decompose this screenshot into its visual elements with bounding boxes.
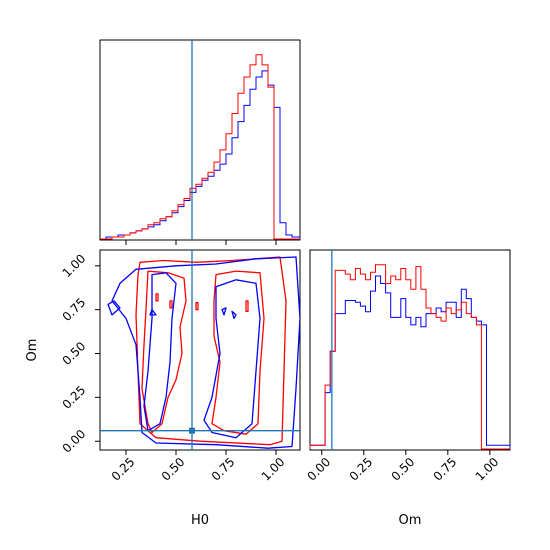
contour-y-tick-label: 0.75 <box>60 295 89 324</box>
contour-blue <box>111 256 300 449</box>
om-histogram-x-tick-label: 0.50 <box>389 455 418 484</box>
om-histogram-marks <box>309 250 511 450</box>
h0-om-contour-panel: 0.25 0.50 0.75 1.000.000.250.500.751.00 H0 … <box>25 249 301 528</box>
contour-blue <box>231 310 237 320</box>
contour-red <box>245 300 249 313</box>
om-histogram-x-tick-label: 0.25 <box>347 455 376 484</box>
x-axis-label-om: Om <box>399 513 422 528</box>
om-histogram-ticks: 0.00 0.25 0.50 0.75 1.00 <box>305 450 502 484</box>
contour-red <box>141 270 187 434</box>
contour-red <box>169 300 173 309</box>
contour-ticks: 0.25 0.50 0.75 1.00 0.00 0.25 0.50 0.75 1.00 <box>60 251 288 483</box>
h0-histogram-blue-series <box>100 70 301 240</box>
contour-blue <box>203 279 261 439</box>
contour-red <box>211 270 265 435</box>
contour-blue <box>149 308 157 316</box>
contour-marks <box>100 250 300 450</box>
contour-x-tick-label: 0.75 <box>209 455 238 484</box>
contour-blue <box>221 307 227 316</box>
om-histogram-frame <box>309 249 511 451</box>
contour-blue <box>143 272 177 432</box>
truth-marker <box>189 427 195 434</box>
h0-histogram-panel <box>99 39 301 245</box>
om-histogram-red-series <box>309 264 510 450</box>
h0-histogram-red-series <box>100 54 300 240</box>
h0-histogram-ticks <box>125 240 277 245</box>
contour-y-tick-label: 0.25 <box>60 383 89 412</box>
contour-red <box>155 293 159 302</box>
om-histogram-x-tick-label: 0.00 <box>305 455 334 484</box>
contour-x-tick-label: 1.00 <box>259 455 288 484</box>
contour-y-tick-label: 0.00 <box>60 427 89 456</box>
contour-y-tick-label: 0.50 <box>60 339 89 368</box>
om-histogram-x-tick-label: 1.00 <box>473 455 502 484</box>
h0-histogram-marks <box>100 40 301 240</box>
contour-frame <box>99 249 301 451</box>
om-histogram-panel: 0.00 0.25 0.50 0.75 1.00 Om <box>305 249 511 528</box>
contour-blue <box>107 300 121 316</box>
om-histogram-x-tick-label: 0.75 <box>431 455 460 484</box>
contour-x-tick-label: 0.50 <box>159 455 188 484</box>
contour-y-tick-label: 1.00 <box>60 251 89 280</box>
contour-x-tick-label: 0.25 <box>109 455 138 484</box>
contour-red <box>135 256 287 446</box>
h0-histogram-frame <box>99 39 301 241</box>
y-axis-label-om: Om <box>25 339 40 362</box>
x-axis-label-h0: H0 <box>191 513 209 528</box>
om-histogram-blue-series <box>309 275 511 449</box>
contour-lines <box>107 256 300 449</box>
contour-red <box>195 301 199 311</box>
